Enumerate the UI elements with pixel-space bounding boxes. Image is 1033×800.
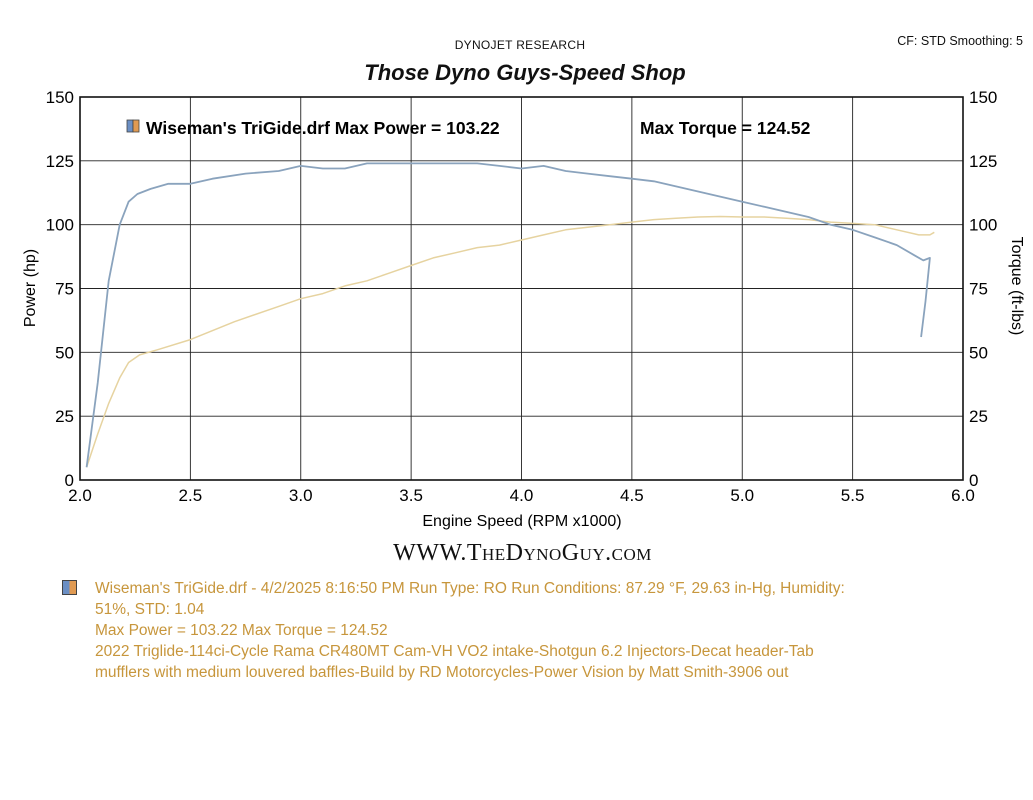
y2-tick-label: 0 [969, 471, 978, 490]
website-label: WWW.TheDynoGuy.com [393, 540, 652, 566]
y-tick-label: 125 [46, 152, 74, 171]
plot-frame [79, 96, 964, 481]
y2-tick-label: 150 [969, 88, 997, 107]
y2-axis-label: Torque (ft-lbs) [1008, 237, 1025, 336]
x-tick-label: 6.0 [951, 486, 975, 505]
y2-tick-label: 100 [969, 216, 997, 235]
x-tick-label: 2.0 [68, 486, 92, 505]
notes-line-2: 51%, STD: 1.04 [95, 601, 205, 618]
legend-run-label: Wiseman's TriGide.drf Max Power = 103.22 [146, 118, 500, 138]
torque-series-line [85, 162, 931, 468]
y-tick-label: 150 [46, 88, 74, 107]
run-notes: Wiseman's TriGide.drf - 4/2/2025 8:16:50… [95, 578, 1015, 683]
notes-line-5: mufflers with medium louvered baffles-Bu… [95, 664, 789, 681]
grid [79, 96, 964, 481]
chart-legend: Wiseman's TriGide.drf Max Power = 103.22… [126, 118, 811, 138]
x-tick-label: 3.5 [399, 486, 423, 505]
y-tick-label: 50 [55, 343, 74, 362]
legend-torque-label: Max Torque = 124.52 [640, 118, 811, 138]
x-tick-label: 5.0 [730, 486, 754, 505]
y2-tick-label: 125 [969, 152, 997, 171]
settings-label: CF: STD Smoothing: 5 [897, 34, 1023, 48]
shop-title: Those Dyno Guys-Speed Shop [364, 60, 686, 85]
y-tick-label: 75 [55, 280, 74, 299]
x-tick-label: 2.5 [179, 486, 203, 505]
y-tick-label: 0 [65, 471, 74, 490]
y2-tick-label: 50 [969, 343, 988, 362]
x-tick-label: 4.0 [510, 486, 534, 505]
y2-tick-label: 25 [969, 407, 988, 426]
x-tick-label: 5.5 [841, 486, 865, 505]
y-axis-label: Power (hp) [22, 249, 39, 327]
series-layer [85, 162, 935, 468]
legend-icon-orange [132, 119, 140, 133]
tick-labels: 2.0 2.5 3.0 3.5 4.0 4.5 5.0 5.5 6.00255075100125… [46, 88, 998, 505]
x-tick-label: 3.0 [289, 486, 313, 505]
x-axis-label: Engine Speed (RPM x1000) [422, 513, 621, 530]
run-color-icon [62, 580, 77, 595]
notes-line-4: 2022 Triglide-114ci-Cycle Rama CR480MT C… [95, 643, 814, 660]
y2-tick-label: 75 [969, 280, 988, 299]
y-tick-label: 100 [46, 216, 74, 235]
notes-line-3: Max Power = 103.22 Max Torque = 124.52 [95, 622, 388, 639]
legend-icon-blue [126, 119, 134, 133]
dyno-chart: 2.0 2.5 3.0 3.5 4.0 4.5 5.0 5.5 6.00255075100125… [22, 88, 1025, 530]
notes-line-1: Wiseman's TriGide.drf - 4/2/2025 8:16:50… [95, 580, 845, 597]
x-tick-label: 4.5 [620, 486, 644, 505]
brand-label: DYNOJET RESEARCH [454, 38, 586, 52]
power-series-line [85, 215, 935, 468]
y-tick-label: 25 [55, 407, 74, 426]
